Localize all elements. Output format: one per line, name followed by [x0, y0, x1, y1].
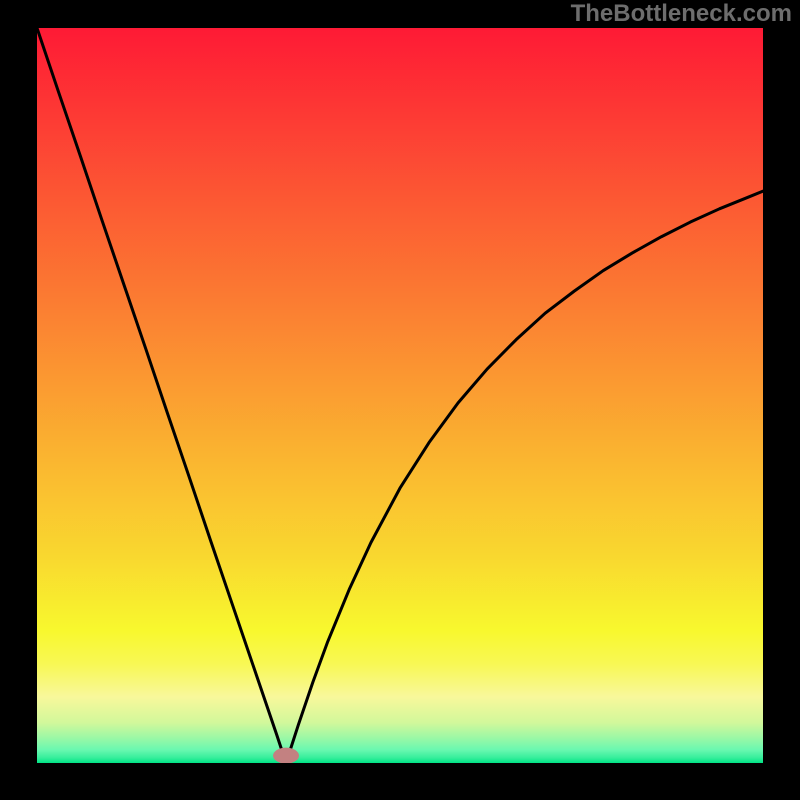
vertex-marker	[273, 748, 299, 763]
figure-container: TheBottleneck.com	[0, 0, 800, 800]
plot-area	[37, 28, 763, 763]
chart-svg	[37, 28, 763, 763]
gradient-background	[37, 28, 763, 763]
watermark-text: TheBottleneck.com	[571, 0, 792, 28]
